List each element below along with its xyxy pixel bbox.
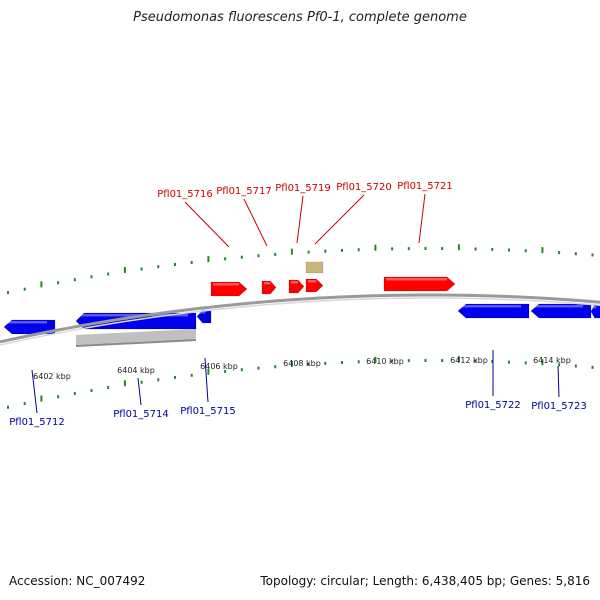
feature-track [3,261,600,347]
labels: Pfl01_5716 Pfl01_5717 Pfl01_5719 Pfl01_5720… [9,181,587,428]
feature-block-grey [76,329,196,345]
leader-lines [31,193,560,414]
gene-label-reverse: Pfl01_5715 [180,406,236,417]
leader-line-forward [243,198,268,247]
leader-line-reverse [557,365,560,398]
gene-label-reverse: Pfl01_5714 [113,409,169,420]
gene-highlight [593,306,597,309]
feature-block-grey-edge [76,339,196,347]
axis-tick-label: 6404 kbp [117,366,155,375]
gene-highlight [213,283,239,286]
gene-label-forward: Pfl01_5716 [157,189,213,200]
gene-arrow-forward [210,281,248,297]
axis-tick-label: 6414 kbp [533,356,571,365]
accession-label: Accession: NC_007492 [9,574,146,588]
gene-highlight [78,314,188,317]
axis-tick-label: 6410 kbp [366,357,404,366]
feature-block-tan [305,261,324,274]
axis-tick-label: 6402 kbp [33,372,71,381]
leader-line-forward [418,193,426,244]
gene-highlight [460,305,521,308]
gene-label-forward: Pfl01_5721 [397,181,453,192]
genome-summary-label: Topology: circular; Length: 6,438,405 bp… [260,574,590,588]
axis-tick-label: 6406 kbp [200,362,238,371]
gene-label-forward: Pfl01_5717 [216,186,272,197]
gene-arrow-forward [383,276,456,292]
gene-highlight [199,311,206,314]
gene-label-reverse: Pfl01_5723 [531,401,587,412]
backbone [0,293,600,346]
gene-highlight [386,278,447,281]
gene-arrow-forward [261,280,277,295]
leader-line-reverse [204,357,209,403]
leader-line-reverse [31,369,38,414]
gene-highlight [291,281,298,284]
gene-label-forward: Pfl01_5720 [336,182,392,193]
backbone-inner [0,297,600,346]
leader-line-reverse [137,377,142,406]
gene-arrow-forward [288,279,305,294]
leader-line-forward [184,201,230,248]
gene-highlight [308,280,317,283]
map-title: Pseudomonas fluorescens Pf0-1, complete … [133,10,467,25]
gene-highlight [6,321,47,324]
backbone-outer [0,293,600,344]
gene-arrow-forward [305,278,324,293]
leader-line-forward [314,194,365,245]
axis-tick-label: 6408 kbp [283,359,321,368]
gene-label-reverse: Pfl01_5722 [465,400,521,411]
tick-rows [7,244,594,409]
leader-line-forward [296,195,304,244]
axis-tick-label: 6412 kbp [450,356,488,365]
gene-label-reverse: Pfl01_5712 [9,417,65,428]
gene-highlight [533,305,583,308]
gene-highlight [264,282,271,285]
gene-label-forward: Pfl01_5719 [275,183,331,194]
gene-arrow-reverse [457,303,530,319]
